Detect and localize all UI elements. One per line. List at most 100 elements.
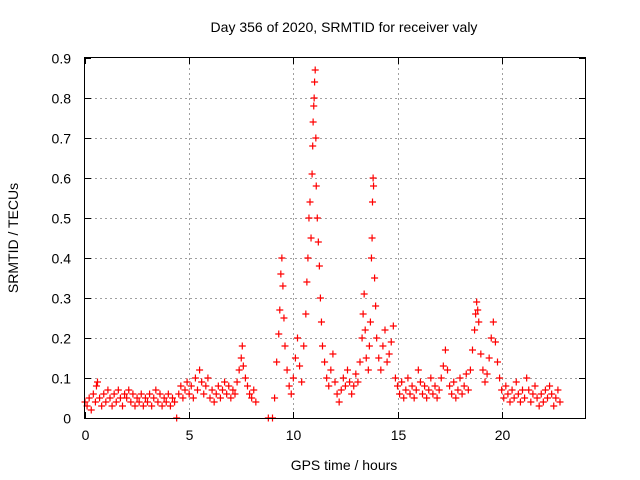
data-point	[464, 386, 472, 394]
data-point	[548, 390, 556, 398]
data-point	[514, 390, 522, 398]
data-point	[359, 310, 367, 318]
data-point	[362, 354, 370, 362]
data-point	[377, 366, 385, 374]
data-point	[383, 358, 391, 366]
data-point	[546, 382, 554, 390]
data-point	[196, 366, 204, 374]
data-point	[278, 254, 286, 262]
data-point	[365, 342, 373, 350]
data-point	[291, 354, 299, 362]
data-point	[89, 390, 97, 398]
data-point	[479, 366, 487, 374]
data-point	[175, 390, 183, 398]
data-point	[91, 398, 99, 406]
data-point	[216, 394, 224, 402]
y-tick-label: 0.9	[52, 51, 72, 67]
data-point	[416, 378, 424, 386]
data-point	[364, 366, 372, 374]
y-tick-label: 0.4	[52, 251, 72, 267]
data-point	[348, 390, 356, 398]
data-point	[456, 374, 464, 382]
data-point	[298, 378, 306, 386]
data-point	[372, 302, 380, 310]
data-point	[131, 402, 139, 410]
data-point	[100, 390, 108, 398]
x-axis-label: GPS time / hours	[291, 457, 398, 473]
data-point	[302, 310, 310, 318]
data-point	[325, 382, 333, 390]
data-point	[185, 390, 193, 398]
data-point	[294, 334, 301, 342]
data-point	[214, 382, 222, 390]
data-point	[425, 386, 433, 394]
data-point	[221, 378, 229, 386]
data-point	[475, 318, 483, 326]
data-point	[281, 342, 289, 350]
data-point	[300, 342, 308, 350]
data-point	[337, 386, 345, 394]
data-point	[112, 398, 120, 406]
data-point	[473, 298, 481, 306]
data-point	[327, 366, 335, 374]
data-point	[94, 378, 101, 386]
data-point	[306, 198, 314, 206]
data-point	[489, 318, 497, 326]
data-point	[164, 390, 172, 398]
data-point	[504, 390, 512, 398]
data-point	[312, 134, 320, 142]
data-point	[309, 142, 317, 150]
data-point	[225, 382, 233, 390]
data-point	[150, 394, 158, 402]
plot-frame	[84, 57, 586, 419]
data-point	[439, 362, 447, 370]
data-point	[133, 394, 141, 402]
data-point	[508, 386, 516, 394]
data-point	[311, 78, 319, 86]
data-point	[458, 390, 466, 398]
data-point	[333, 390, 341, 398]
x-tick-label: 20	[495, 427, 511, 443]
data-point	[394, 382, 401, 390]
data-point	[121, 390, 129, 398]
data-point	[92, 382, 100, 390]
y-tick-label: 0.6	[52, 171, 72, 187]
data-point	[137, 390, 145, 398]
data-point	[389, 322, 397, 330]
data-point	[279, 282, 287, 290]
data-point	[125, 386, 133, 394]
data-point	[104, 386, 112, 394]
data-point	[550, 402, 558, 410]
data-point	[391, 374, 399, 382]
data-point	[250, 386, 258, 394]
data-point	[368, 234, 376, 242]
data-point	[408, 382, 416, 390]
data-point	[385, 350, 393, 358]
data-point	[512, 378, 520, 386]
data-point	[144, 398, 151, 406]
data-point	[280, 314, 288, 322]
data-point	[287, 390, 295, 398]
data-point	[370, 182, 378, 190]
data-point	[471, 326, 479, 334]
data-point	[529, 390, 537, 398]
x-tick-labels: 0 5 10 15 20	[82, 427, 511, 443]
data-point	[229, 386, 237, 394]
data-point	[487, 334, 495, 342]
data-point	[189, 394, 197, 402]
data-point	[319, 342, 326, 350]
data-point	[183, 378, 191, 386]
data-point	[314, 238, 322, 246]
data-point	[135, 398, 143, 406]
data-point	[481, 378, 489, 386]
data-point	[283, 366, 291, 374]
data-point	[206, 394, 214, 402]
data-point	[396, 390, 404, 398]
data-point	[535, 402, 543, 410]
data-point	[311, 66, 319, 74]
data-point	[98, 402, 106, 410]
data-point	[352, 370, 360, 378]
x-tick-label: 5	[186, 427, 194, 443]
data-point	[296, 362, 304, 370]
